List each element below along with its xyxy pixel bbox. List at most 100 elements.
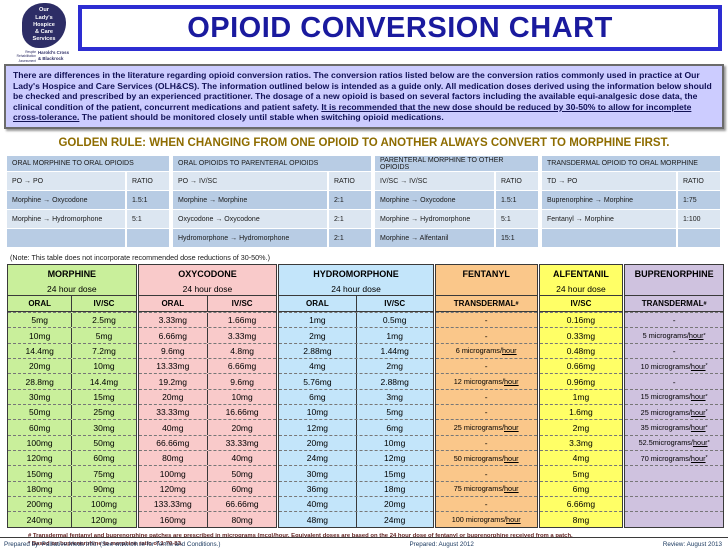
- dose-row: 10mg 5mg: [8, 327, 136, 343]
- dose-cell: 5mg: [71, 328, 135, 343]
- dose-row: 0.48mg: [539, 342, 623, 358]
- dose-period-label: [625, 282, 723, 295]
- dose-row: [625, 480, 724, 496]
- ratio-table-header-row: PO → PO RATIO: [7, 172, 169, 191]
- dose-cell: 1.44mg: [355, 343, 433, 359]
- dose-row: [625, 496, 724, 511]
- dose-row: 35 micrograms/hour *: [625, 419, 724, 434]
- dose-cell: 20mg: [355, 497, 433, 512]
- drug-group-oxycodone: OXYCODONE 24 hour dose ORAL IV/SC 3.33mg 1.66…: [137, 264, 278, 528]
- dose-cell: 1.6mg: [569, 407, 593, 418]
- dose-cell: 25 micrograms/hour *: [640, 407, 708, 417]
- disclaimer-box: There are differences in the literature …: [4, 64, 724, 129]
- footer-prepared-by: Prepared by: Palliative Meds Info. (See …: [4, 541, 221, 548]
- dose-row: 20mg 10mg: [138, 388, 277, 405]
- dose-cell: 66.66mg: [206, 497, 276, 512]
- dose-cell: 6mg: [355, 420, 433, 435]
- dose-cell: 19.2mg: [158, 376, 187, 387]
- dose-cell: 1mg: [572, 391, 590, 402]
- ratio-table-title: PARENTERAL MORPHINE TO OTHER OPIOIDS: [375, 156, 538, 172]
- dose-cell: 14.4mg: [25, 345, 54, 356]
- drug-name: ALFENTANIL: [553, 268, 609, 279]
- route-header-cell: ORAL: [161, 299, 185, 308]
- dose-period-label: 24 hour dose: [331, 283, 381, 294]
- dose-row: 5 micrograms/hour *: [625, 327, 724, 342]
- ratio-table-row: Morphine → Hydromorphone 5:1: [375, 210, 538, 229]
- dose-row: 12mg 6mg: [279, 419, 433, 435]
- route-header-cell: TRANSDERMAL #: [641, 299, 707, 308]
- dose-row: 6 micrograms/hour: [435, 342, 537, 358]
- dose-row: 100mg 50mg: [8, 434, 136, 451]
- dose-row: 160mg 80mg: [138, 511, 277, 527]
- dose-cell: 100mg: [71, 497, 135, 512]
- dose-cell: 20mg: [306, 437, 329, 448]
- ratio-table: TRANSDERMAL OPIOID TO ORAL MORPHINE TD → …: [542, 156, 720, 248]
- dose-cell: 100mg: [26, 437, 53, 448]
- dose-row: 120mg 60mg: [138, 480, 277, 497]
- dose-row: -: [435, 404, 537, 419]
- dose-cell: 12 micrograms/hour: [453, 377, 519, 387]
- drug-name: FENTANYL: [462, 268, 510, 279]
- dose-row: 133.33mg 66.66mg: [138, 496, 277, 512]
- dose-row: 40mg 20mg: [138, 419, 277, 435]
- conversion-pair-cell: [7, 229, 125, 247]
- dose-cell: 6 micrograms/hour: [455, 346, 517, 356]
- page-title: OPIOID CONVERSION CHART: [187, 11, 613, 44]
- route-header-cell: IV/SC: [570, 299, 592, 308]
- dose-cell: -: [672, 345, 676, 356]
- dose-cell: 6mg: [572, 483, 590, 494]
- ratio-table-row: Hydromorphone → Hydromorphone 2:1: [173, 229, 371, 248]
- dose-cell: 180mg: [26, 483, 53, 494]
- hospice-logo-icon: Our Lady's Hospice & Care Services: [22, 3, 66, 48]
- dose-row: 13.33mg 6.66mg: [138, 358, 277, 374]
- dose-cell: 200mg: [26, 499, 53, 510]
- dose-row: -: [435, 465, 537, 480]
- ratio-table-header-row: PO → IV/SC RATIO: [173, 172, 371, 191]
- dose-cell: 10mg: [355, 435, 433, 451]
- dose-cell: -: [484, 315, 488, 326]
- dose-row: -: [435, 388, 537, 404]
- drug-name: BUPRENORPHINE: [634, 268, 714, 279]
- dose-row: 180mg 90mg: [8, 480, 136, 497]
- dose-row: 5mg: [539, 465, 623, 480]
- footnote-buprenorphine-ratio: * Based on buprenorphine to morphine rat…: [28, 541, 183, 548]
- dose-cell: 20mg: [162, 391, 184, 402]
- dose-row: 66.66mg 33.33mg: [138, 434, 277, 451]
- dose-cell: 48mg: [306, 514, 329, 525]
- conversion-pair-cell: Morphine → Alfentanil: [380, 234, 449, 242]
- dose-cell: [625, 482, 723, 496]
- drug-name: OXYCODONE: [178, 268, 237, 279]
- conversion-pair-cell: Hydromorphone → Hydromorphone: [178, 234, 290, 242]
- route-header-row: ORAL IV/SC: [279, 295, 433, 312]
- dose-row: 3.33mg 1.66mg: [138, 312, 277, 328]
- dose-cell: 35 micrograms/hour *: [640, 423, 708, 433]
- drug-name: HYDROMORPHONE: [313, 268, 399, 279]
- ratio-table-row: Morphine → Morphine 2:1: [173, 191, 371, 210]
- dose-cell: 12mg: [306, 422, 329, 433]
- dose-cell: 0.33mg: [566, 330, 596, 341]
- dose-row: -: [435, 434, 537, 450]
- dose-cell: 3.33mg: [206, 328, 276, 343]
- drug-group-morphine: MORPHINE 24 hour dose ORAL IV/SC 5mg 2.5mg 10m…: [7, 264, 137, 528]
- dose-row: 75 micrograms/hour: [435, 480, 537, 496]
- ratio-table-row: Fentanyl → Morphine 1:100: [542, 210, 720, 229]
- dose-cell: 5 micrograms/hour *: [642, 331, 706, 341]
- dose-row: 36mg 18mg: [279, 480, 433, 497]
- dose-row: 52.5micrograms/hour *: [625, 434, 724, 450]
- conversion-table: MORPHINE 24 hour dose ORAL IV/SC 5mg 2.5mg 10m…: [7, 264, 725, 528]
- dose-row: 48mg 24mg: [279, 511, 433, 527]
- dose-row: 33.33mg 16.66mg: [138, 404, 277, 420]
- ratio-value-cell: 1:75: [676, 191, 720, 209]
- disclaimer-closing-text: The patient should be monitored closely …: [79, 112, 444, 123]
- dose-cell: 0.66mg: [566, 361, 596, 372]
- dose-row: -: [435, 327, 537, 342]
- route-header-row: IV/SC: [539, 295, 623, 312]
- dose-cell: 6.66mg: [158, 330, 187, 341]
- route-header-row: ORAL IV/SC: [138, 295, 277, 312]
- dose-cell: 9.6mg: [206, 374, 276, 389]
- dose-cell: 0.5mg: [355, 313, 433, 328]
- dose-cell: -: [484, 330, 488, 341]
- dose-cell: 0.48mg: [566, 345, 596, 356]
- ratio-label: RATIO: [494, 172, 538, 190]
- dose-cell: 5.76mg: [303, 376, 332, 387]
